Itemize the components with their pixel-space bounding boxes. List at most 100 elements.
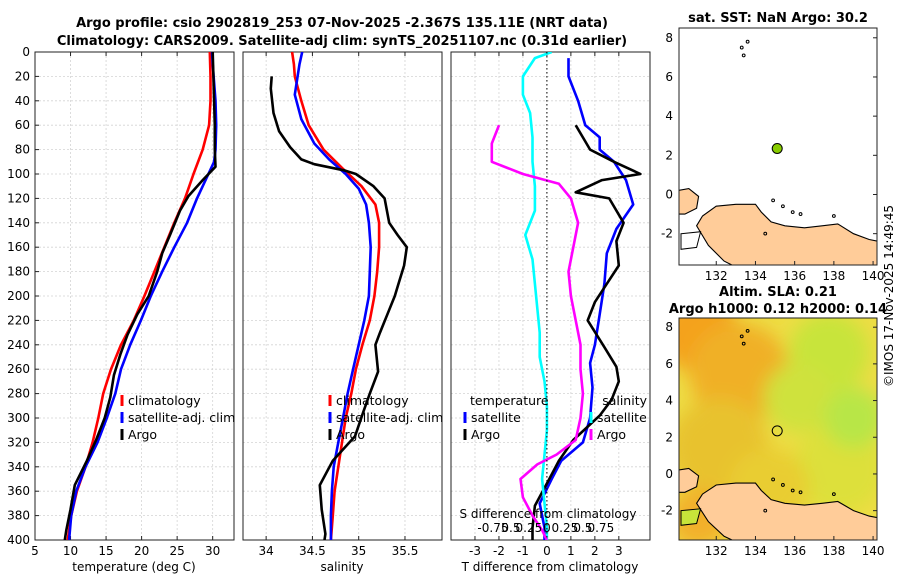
temperature-legend-2-label: Argo [128,427,157,442]
sla-map-ytick-label: 0 [665,467,673,481]
salinity-frame [242,51,443,541]
sla-map-xtick-label: 134 [744,544,767,558]
salinity-series-group [269,52,409,540]
salinity-panel: 34 34.5 35 35.5 climatology satellite-adj. cl… [242,51,443,558]
salinity-legend-2-label: Argo [336,427,365,442]
sst-map-island [745,39,750,44]
temperature-panel: 5 10 15 20 25 3002040608010012014016018020022… [7,45,235,558]
sst-map-xtick-label: 140 [862,269,885,283]
sst-map-frame [678,27,878,266]
difference-secondary-tick-label: 0 [543,521,551,535]
credit-text: ©IMOS 17-Nov-2025 14:49:45 [882,205,896,387]
sla-map-island [745,328,750,333]
temperature-ytick-label: 380 [7,509,30,523]
salinity-line-satellite-adj-clim [293,52,373,540]
temperature-xtick-label: 15 [98,544,113,558]
sst-map-ytick-label: 0 [665,187,673,201]
salinity-line-argo [269,76,409,540]
figure-title-line2: Climatology: CARS2009. Satellite-adj cli… [57,34,627,49]
sla-map-ytick-label: 8 [665,320,673,334]
difference-xlabel: T difference from climatology [461,560,639,574]
temperature-legend-0-label: climatology [128,393,201,408]
salinity-xtick-label: 34 [258,544,273,558]
sla-map-ytick-label: 2 [665,430,673,444]
sst-map-island [739,45,744,50]
temperature-series-group [63,52,218,540]
difference-xtick-label: 2 [591,544,599,558]
sst-map-xtick-label: 136 [783,269,806,283]
temperature-ytick-label: 320 [7,435,30,449]
sla-map-xtick-label: 132 [705,544,728,558]
sla-map-ytick-label: 6 [665,357,673,371]
temperature-ytick-label: 260 [7,362,30,376]
sla-map-land-new-guinea [695,482,877,540]
difference-secondary-tick-label: 0.75 [587,521,614,535]
sla-map-island [781,483,785,487]
difference-xtick-label: -3 [469,544,481,558]
difference-legend-salinity-heading: salinity [602,393,647,408]
temperature-ytick-label: 40 [15,94,30,108]
sla-map-land-west [679,467,700,493]
sst-map-island [771,198,775,203]
sla-map-island [741,341,746,346]
sla-map-frame [678,317,878,541]
sst-map-land-south-west [680,231,702,250]
sla-map: 132 134 136 138 140 -2 0 2 4 6 8 [661,317,885,558]
temperature-xtick-label: 5 [31,544,39,558]
temperature-xtick-label: 25 [170,544,185,558]
difference-line-s-argo [490,124,585,540]
temperature-ytick-label: 0 [22,45,30,59]
sst-map-island [763,231,768,236]
temperature-ytick-label: 360 [7,484,30,498]
sst-map-island [781,204,785,209]
difference-line-s-satellite [521,52,553,540]
sla-map-ytick-label: 4 [665,394,673,408]
sst-map-ytick-label: 8 [665,31,673,45]
sla-map-sla-blob [764,363,834,433]
sst-map-ytick-label: -2 [661,227,673,241]
sst-map-argo-marker [771,142,783,154]
sst-map-ytick-label: 6 [665,70,673,84]
difference-xtick-label: -2 [493,544,505,558]
salinity-xtick-label: 34.5 [299,544,326,558]
difference-legend-s-satellite-label: satellite [597,410,647,425]
sst-map-ytick-label: 2 [665,148,673,162]
sst-map-xtick-label: 134 [744,269,767,283]
sla-map-island [739,334,744,339]
temperature-ytick-label: 140 [7,216,30,230]
sla-map-island [771,477,775,482]
salinity-xlabel: salinity [320,560,363,574]
sla-map-xtick-label: 140 [862,544,885,558]
difference-secondary-tick-label: -0.75 [477,521,508,535]
figure-title-line1: Argo profile: csio 2902819_253 07-Nov-20… [76,16,608,31]
difference-secondary-xlabel: S difference from climatology [460,507,637,521]
temperature-ytick-label: 160 [7,240,30,254]
temperature-ytick-label: 280 [7,387,30,401]
difference-xtick-label: 1 [567,544,575,558]
temperature-ytick-label: 400 [7,533,30,547]
sla-map-island [831,492,836,497]
temperature-ytick-label: 340 [7,460,30,474]
salinity-xtick-label: 35.5 [392,544,419,558]
sst-map-island [790,210,795,215]
sst-map-land-new-guinea [695,203,877,265]
salinity-xtick-label: 35 [351,544,366,558]
difference-xtick-label: 3 [615,544,623,558]
salinity-legend-1-label: satellite-adj. clim [336,410,443,425]
temperature-ytick-label: 20 [15,69,30,83]
temperature-ytick-label: 240 [7,338,30,352]
difference-legend-t-satellite-label: satellite [471,410,521,425]
sst-map-xtick-label: 138 [822,269,845,283]
sst-map-content [679,28,877,265]
sla-map-land-south-west [680,508,702,526]
difference-secondary-tick-label: 0.25 [552,521,579,535]
sst-map-island [798,212,803,216]
temperature-ytick-label: 180 [7,265,30,279]
sla-map-island [798,490,803,495]
salinity-legend-0-label: climatology [336,393,409,408]
difference-secondary-tick-label: 0.5 [501,521,520,535]
temperature-legend-1-label: satellite-adj. clim [128,410,235,425]
difference-xtick-label: -1 [517,544,529,558]
sst-map-land-west [679,188,700,215]
sla-map-title1: Altim. SLA: 0.21 [719,285,837,300]
